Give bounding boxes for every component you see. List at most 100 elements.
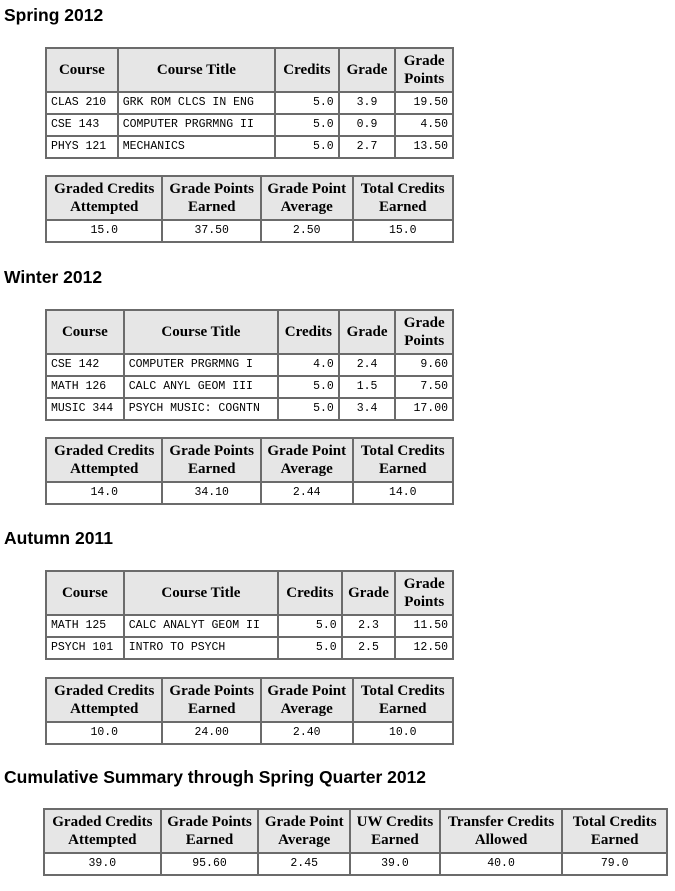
course-grade-points: 17.00 (394, 397, 454, 421)
col-header-course: Course (45, 309, 125, 355)
col-header-grade: Grade (337, 47, 397, 93)
grade-point-average: 2.40 (259, 721, 354, 745)
table-row: MUSIC 344 PSYCH MUSIC: COGNTN 5.0 3.4 17… (45, 397, 454, 421)
course-code: PHYS 121 (45, 135, 119, 159)
course-grade: 2.7 (337, 135, 397, 159)
course-credits: 5.0 (277, 636, 343, 660)
col-header-course: Course (45, 47, 119, 93)
grade-point-average: 2.50 (259, 219, 354, 243)
total-credits-earned: 14.0 (351, 481, 455, 505)
total-credits-earned: 79.0 (561, 852, 668, 876)
graded-credits-attempted: 10.0 (44, 721, 164, 745)
col-header-grade-points: Grade Points (394, 570, 454, 616)
grade-points-earned: 37.50 (161, 219, 262, 243)
col-header-graded-credits-attempted: Graded Credits Attempted (44, 175, 164, 221)
total-credits-earned: 10.0 (351, 721, 455, 745)
course-grade: 3.4 (337, 397, 397, 421)
col-header-grade-points-earned: Grade Points Earned (161, 677, 262, 723)
uw-credits-earned: 39.0 (349, 852, 441, 876)
col-header-gpa: Grade Point Average (259, 175, 354, 221)
table-row: CSE 142 COMPUTER PRGRMNG I 4.0 2.4 9.60 (45, 353, 454, 377)
cumulative-title: Cumulative Summary through Spring Quarte… (4, 767, 427, 787)
col-header-credits: Credits (277, 570, 343, 616)
col-header-total-credits-earned: Total Credits Earned (561, 808, 668, 854)
course-table: Course Course Title Credits Grade Grade … (45, 570, 454, 660)
course-title: COMPUTER PRGRMNG I (122, 353, 280, 377)
course-credits: 5.0 (274, 135, 340, 159)
course-title: COMPUTER PRGRMNG II (116, 113, 277, 137)
course-title: MECHANICS (116, 135, 277, 159)
graded-credits-attempted: 14.0 (44, 481, 164, 505)
cumulative-row: 39.0 95.60 2.45 39.0 40.0 79.0 (43, 852, 668, 876)
table-row: MATH 126 CALC ANYL GEOM III 5.0 1.5 7.50 (45, 375, 454, 399)
graded-credits-attempted: 39.0 (43, 852, 162, 876)
cumulative-header-row: Graded Credits Attempted Grade Points Ea… (43, 808, 668, 854)
cumulative-summary-table: Graded Credits Attempted Grade Points Ea… (43, 808, 668, 876)
table-row: CSE 143 COMPUTER PRGRMNG II 5.0 0.9 4.50 (45, 113, 454, 137)
table-row: CLAS 210 GRK ROM CLCS IN ENG 5.0 3.9 19.… (45, 91, 454, 115)
course-credits: 4.0 (277, 353, 340, 377)
col-header-transfer-credits-allowed: Transfer Credits Allowed (438, 808, 564, 854)
course-table: Course Course Title Credits Grade Grade … (45, 309, 454, 421)
col-header-grade: Grade (340, 570, 397, 616)
col-header-credits: Credits (277, 309, 340, 355)
col-header-course: Course (45, 570, 125, 616)
course-grade: 2.5 (340, 636, 397, 660)
summary-row: 14.0 34.10 2.44 14.0 (44, 481, 455, 505)
col-header-course-title: Course Title (122, 570, 280, 616)
quarter-summary-table: Graded Credits Attempted Grade Points Ea… (44, 437, 455, 505)
course-code: MATH 125 (45, 614, 125, 638)
col-header-course-title: Course Title (116, 47, 277, 93)
col-header-graded-credits-attempted: Graded Credits Attempted (44, 677, 164, 723)
course-code: MUSIC 344 (45, 397, 125, 421)
course-credits: 5.0 (277, 397, 340, 421)
col-header-grade: Grade (337, 309, 397, 355)
col-header-total-credits-earned: Total Credits Earned (351, 437, 455, 483)
course-grade: 0.9 (337, 113, 397, 137)
course-grade: 2.3 (340, 614, 397, 638)
grade-point-average: 2.45 (257, 852, 352, 876)
col-header-gpa: Grade Point Average (259, 437, 354, 483)
course-grade-points: 11.50 (394, 614, 454, 638)
col-header-grade-points-earned: Grade Points Earned (159, 808, 260, 854)
grade-points-earned: 34.10 (161, 481, 262, 505)
course-code: PSYCH 101 (45, 636, 125, 660)
course-code: CSE 142 (45, 353, 125, 377)
course-title: CALC ANALYT GEOM II (122, 614, 280, 638)
col-header-grade-points: Grade Points (394, 47, 454, 93)
table-row: PSYCH 101 INTRO TO PSYCH 5.0 2.5 12.50 (45, 636, 454, 660)
col-header-graded-credits-attempted: Graded Credits Attempted (43, 808, 162, 854)
course-credits: 5.0 (277, 614, 343, 638)
course-grade: 1.5 (337, 375, 397, 399)
col-header-grade-points-earned: Grade Points Earned (161, 437, 262, 483)
course-title: GRK ROM CLCS IN ENG (116, 91, 277, 115)
grade-point-average: 2.44 (259, 481, 354, 505)
quarter-summary-table: Graded Credits Attempted Grade Points Ea… (44, 677, 455, 745)
col-header-grade-points-earned: Grade Points Earned (161, 175, 262, 221)
course-grade-points: 4.50 (394, 113, 454, 137)
course-code: CLAS 210 (45, 91, 119, 115)
graded-credits-attempted: 15.0 (44, 219, 164, 243)
col-header-gpa: Grade Point Average (259, 677, 354, 723)
total-credits-earned: 15.0 (351, 219, 455, 243)
course-credits: 5.0 (274, 91, 340, 115)
course-grade: 3.9 (337, 91, 397, 115)
col-header-total-credits-earned: Total Credits Earned (351, 677, 455, 723)
course-code: MATH 126 (45, 375, 125, 399)
col-header-course-title: Course Title (122, 309, 280, 355)
summary-row: 10.0 24.00 2.40 10.0 (44, 721, 455, 745)
course-header-row: Course Course Title Credits Grade Grade … (45, 47, 454, 93)
course-grade-points: 13.50 (394, 135, 454, 159)
course-table: Course Course Title Credits Grade Grade … (45, 47, 454, 159)
grade-points-earned: 24.00 (161, 721, 262, 745)
grade-points-earned: 95.60 (159, 852, 260, 876)
course-grade-points: 19.50 (394, 91, 454, 115)
col-header-gpa: Grade Point Average (257, 808, 352, 854)
col-header-grade-points: Grade Points (394, 309, 454, 355)
course-credits: 5.0 (277, 375, 340, 399)
col-header-credits: Credits (274, 47, 340, 93)
course-grade: 2.4 (337, 353, 397, 377)
course-header-row: Course Course Title Credits Grade Grade … (45, 309, 454, 355)
course-grade-points: 12.50 (394, 636, 454, 660)
course-title: PSYCH MUSIC: COGNTN (122, 397, 280, 421)
